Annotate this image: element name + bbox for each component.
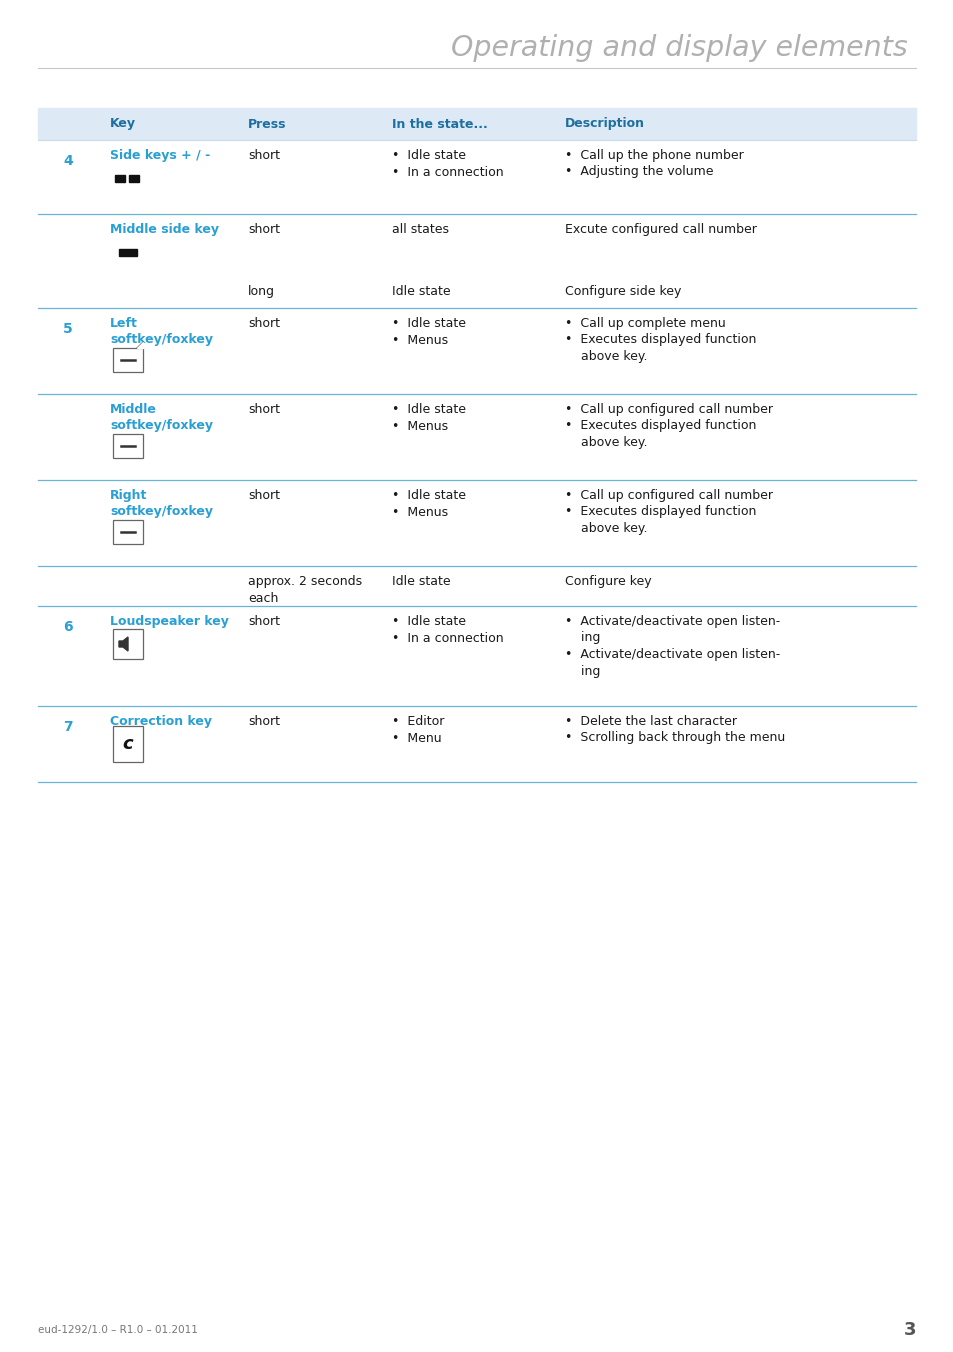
- Text: Excute configured call number: Excute configured call number: [564, 223, 756, 237]
- Text: Left
softkey/foxkey: Left softkey/foxkey: [110, 316, 213, 346]
- Text: Middle side key: Middle side key: [110, 223, 219, 237]
- Text: •  Call up configured call number
•  Executes displayed function
    above key.: • Call up configured call number • Execu…: [564, 403, 772, 449]
- Text: •  Idle state
•  Menus: • Idle state • Menus: [392, 403, 465, 433]
- Text: short: short: [248, 489, 280, 502]
- Text: Side keys + / -: Side keys + / -: [110, 149, 210, 162]
- FancyBboxPatch shape: [112, 521, 143, 544]
- Text: approx. 2 seconds
each: approx. 2 seconds each: [248, 575, 362, 604]
- Bar: [115, 174, 125, 183]
- Text: Correction key: Correction key: [110, 715, 212, 727]
- Text: short: short: [248, 223, 280, 237]
- FancyBboxPatch shape: [112, 347, 143, 372]
- Text: 5: 5: [63, 322, 72, 337]
- Text: long: long: [248, 285, 274, 297]
- Text: short: short: [248, 403, 280, 416]
- Text: all states: all states: [392, 223, 449, 237]
- Text: 3: 3: [902, 1321, 915, 1338]
- Text: In the state...: In the state...: [392, 118, 487, 131]
- Text: •  Activate/deactivate open listen-
    ing
•  Activate/deactivate open listen-
: • Activate/deactivate open listen- ing •…: [564, 615, 780, 677]
- Text: short: short: [248, 316, 280, 330]
- Text: •  Call up complete menu
•  Executes displayed function
    above key.: • Call up complete menu • Executes displ…: [564, 316, 756, 362]
- Text: Idle state: Idle state: [392, 575, 450, 588]
- Text: 7: 7: [63, 721, 72, 734]
- Text: Middle
softkey/foxkey: Middle softkey/foxkey: [110, 403, 213, 433]
- Text: •  Idle state
•  Menus: • Idle state • Menus: [392, 316, 465, 346]
- Text: short: short: [248, 715, 280, 727]
- Text: •  Idle state
•  Menus: • Idle state • Menus: [392, 489, 465, 519]
- Text: 6: 6: [63, 621, 72, 634]
- FancyBboxPatch shape: [112, 434, 143, 458]
- Text: c: c: [123, 735, 133, 753]
- Text: Configure key: Configure key: [564, 575, 651, 588]
- FancyBboxPatch shape: [112, 726, 143, 763]
- Text: Loudspeaker key: Loudspeaker key: [110, 615, 229, 627]
- Text: eud-1292/1.0 – R1.0 – 01.2011: eud-1292/1.0 – R1.0 – 01.2011: [38, 1325, 197, 1334]
- Text: •  Delete the last character
•  Scrolling back through the menu: • Delete the last character • Scrolling …: [564, 715, 784, 745]
- Text: short: short: [248, 149, 280, 162]
- Text: Operating and display elements: Operating and display elements: [451, 34, 907, 62]
- Text: short: short: [248, 615, 280, 627]
- Text: 4: 4: [63, 154, 72, 168]
- Text: Press: Press: [248, 118, 286, 131]
- Text: •  Call up configured call number
•  Executes displayed function
    above key.: • Call up configured call number • Execu…: [564, 489, 772, 535]
- Text: Configure side key: Configure side key: [564, 285, 680, 297]
- Text: Right
softkey/foxkey: Right softkey/foxkey: [110, 489, 213, 519]
- Text: Key: Key: [110, 118, 136, 131]
- Polygon shape: [119, 637, 128, 652]
- Text: Description: Description: [564, 118, 644, 131]
- Text: •  Idle state
•  In a connection: • Idle state • In a connection: [392, 149, 503, 178]
- Text: •  Call up the phone number
•  Adjusting the volume: • Call up the phone number • Adjusting t…: [564, 149, 743, 178]
- Polygon shape: [137, 342, 143, 347]
- Bar: [129, 174, 139, 183]
- FancyBboxPatch shape: [112, 629, 143, 658]
- Bar: [119, 249, 137, 256]
- Text: •  Idle state
•  In a connection: • Idle state • In a connection: [392, 615, 503, 645]
- Bar: [38, 108, 915, 141]
- Text: Idle state: Idle state: [392, 285, 450, 297]
- Text: •  Editor
•  Menu: • Editor • Menu: [392, 715, 444, 745]
